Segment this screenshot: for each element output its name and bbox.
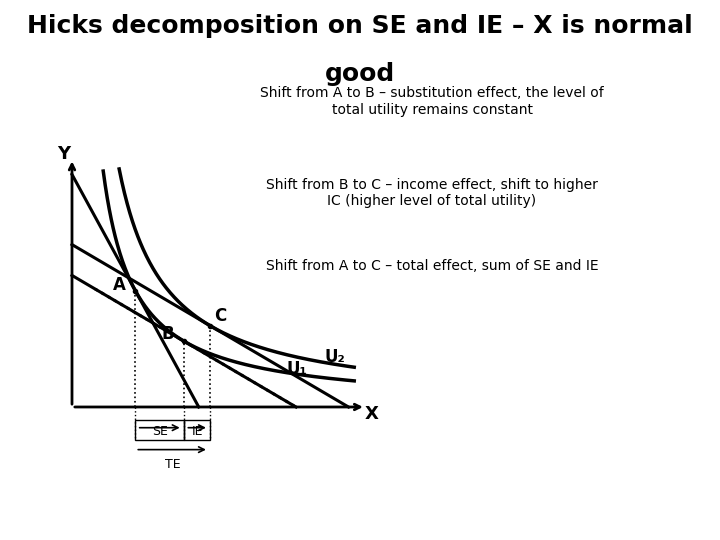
Text: IE: IE xyxy=(192,425,203,438)
Text: Shift from B to C – income effect, shift to higher
IC (higher level of total uti: Shift from B to C – income effect, shift… xyxy=(266,178,598,208)
Text: Y: Y xyxy=(57,145,70,163)
Text: B: B xyxy=(162,325,174,343)
Text: C: C xyxy=(215,307,227,325)
Text: U₂: U₂ xyxy=(324,348,345,366)
Text: TE: TE xyxy=(165,458,181,471)
Bar xyxy=(135,420,184,440)
Text: X: X xyxy=(364,406,379,423)
Text: Hicks decomposition on SE and IE – X is normal: Hicks decomposition on SE and IE – X is … xyxy=(27,14,693,37)
Bar xyxy=(184,420,210,440)
Text: SE: SE xyxy=(152,425,168,438)
Text: U₁: U₁ xyxy=(287,360,307,378)
Text: A: A xyxy=(113,275,126,294)
Text: Shift from A to C – total effect, sum of SE and IE: Shift from A to C – total effect, sum of… xyxy=(266,259,598,273)
Text: good: good xyxy=(325,62,395,86)
Text: Shift from A to B – substitution effect, the level of
total utility remains cons: Shift from A to B – substitution effect,… xyxy=(260,86,604,117)
